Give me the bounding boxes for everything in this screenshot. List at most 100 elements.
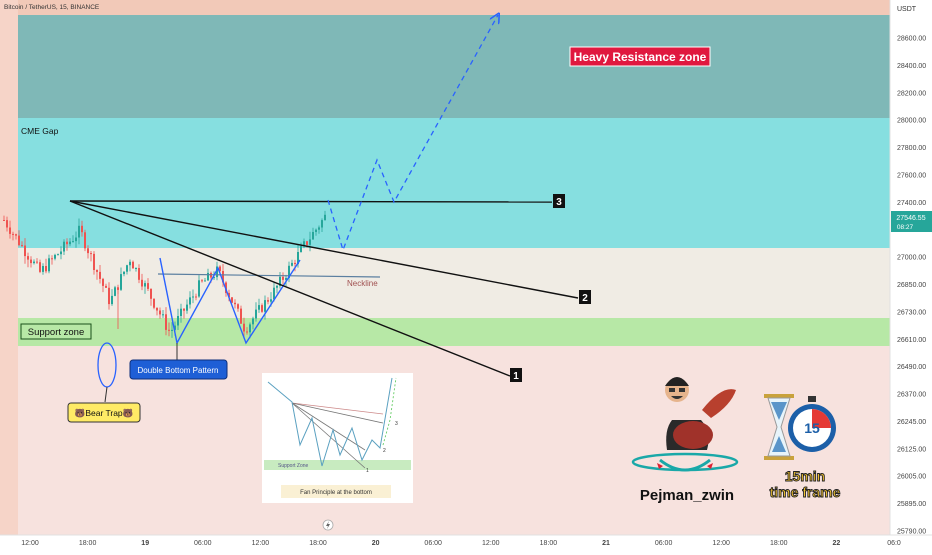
- candle-body: [294, 262, 296, 265]
- currency-label: USDT: [897, 6, 917, 13]
- candle-body: [108, 287, 110, 305]
- candle-body: [60, 251, 62, 255]
- candle-body: [144, 283, 146, 287]
- candle-body: [72, 241, 74, 243]
- inset-support-label: Support Zone: [278, 463, 309, 469]
- candlestick-series: [3, 210, 326, 339]
- candle-body: [204, 280, 206, 282]
- candle-body: [132, 261, 134, 269]
- candle-body: [99, 271, 101, 279]
- candle-body: [258, 305, 260, 310]
- candle-body: [282, 276, 284, 280]
- fan-line-3: [69, 200, 553, 203]
- candle-body: [135, 268, 137, 269]
- candle-body: [114, 287, 116, 296]
- fan-label-2: 2: [579, 290, 591, 304]
- candle-body: [138, 268, 140, 280]
- candle-body: [42, 266, 44, 272]
- candle-body: [195, 296, 197, 298]
- candle-body: [318, 227, 320, 230]
- candle-body: [303, 241, 305, 247]
- candle-body: [207, 272, 209, 281]
- price-tick: 26005.00: [897, 474, 926, 481]
- candle-body: [156, 307, 158, 311]
- candle-body: [306, 241, 308, 245]
- candle-body: [129, 261, 131, 266]
- time-axis: 12:00 18:00 19 06:00 12:00 18:00 20 06:00 12:00 1…: [0, 534, 932, 550]
- symbol-title: Bitcoin / TetherUS, 15, BINANCE: [4, 4, 100, 11]
- price-tick: 27600.00: [897, 172, 926, 179]
- candle-body: [228, 292, 230, 298]
- time-tick: 20: [372, 540, 380, 547]
- author-name: Pejman_zwin: [640, 487, 734, 504]
- time-tick: 12:00: [21, 540, 39, 547]
- candle-body: [30, 259, 32, 264]
- neckline-label: Neckline: [347, 279, 378, 288]
- price-tick: 26730.00: [897, 309, 926, 316]
- price-axis: USDT 28600.00 28400.00 28200.00 28000.00 278…: [889, 0, 932, 536]
- candle-body: [153, 298, 155, 308]
- svg-text:🐻Bear Trap🐻: 🐻Bear Trap🐻: [75, 408, 134, 418]
- candle-body: [96, 270, 98, 272]
- cme-gap-label: CME Gap: [21, 126, 59, 136]
- candle-body: [27, 256, 29, 260]
- fan-label-3: 3: [553, 194, 565, 208]
- candle-body: [93, 253, 95, 270]
- candle-body: [48, 258, 50, 272]
- candle-body: [150, 288, 152, 299]
- price-tick: 28200.00: [897, 90, 926, 97]
- support-zone: [18, 318, 890, 346]
- price-tick: 27400.00: [897, 200, 926, 207]
- candle-body: [246, 331, 248, 333]
- candle-body: [237, 304, 239, 309]
- candle-body: [222, 271, 224, 283]
- candle-body: [231, 297, 233, 303]
- candle-body: [213, 277, 215, 279]
- candle-body: [159, 310, 161, 315]
- candle-body: [21, 245, 23, 247]
- time-tick: 06:00: [655, 540, 673, 547]
- stopwatch-icon: 15: [788, 396, 836, 452]
- author-avatar: [631, 377, 739, 472]
- price-tick: 28400.00: [897, 63, 926, 70]
- candle-body: [78, 225, 80, 238]
- lightning-icon[interactable]: [322, 519, 334, 531]
- price-tick: 26850.00: [897, 282, 926, 289]
- support-zone-label: Support zone: [20, 323, 92, 340]
- bear-trap-label: 🐻Bear Trap🐻: [67, 402, 141, 423]
- candle-body: [309, 239, 311, 245]
- candle-body: [201, 280, 203, 282]
- price-tick: 27800.00: [897, 145, 926, 152]
- price-tick: 28000.00: [897, 118, 926, 125]
- cme-gap-zone: [18, 118, 890, 248]
- time-tick: 12:00: [482, 540, 500, 547]
- candle-body: [189, 297, 191, 305]
- heavy-resistance-label: Heavy Resistance zone: [569, 46, 711, 67]
- fan-principle-inset: Support Zone 3 2 1 Fan Principle at the …: [262, 373, 413, 503]
- candle-body: [183, 308, 185, 311]
- candle-body: [180, 308, 182, 316]
- time-tick: 06:00: [424, 540, 442, 547]
- price-tick: 26245.00: [897, 419, 926, 426]
- time-tick: 12:00: [712, 540, 730, 547]
- candle-body: [279, 276, 281, 286]
- candle-body: [171, 329, 173, 331]
- candle-body: [57, 254, 59, 256]
- candle-body: [165, 314, 167, 330]
- candle-body: [267, 300, 269, 302]
- price-tick: 26490.00: [897, 364, 926, 371]
- candle-body: [234, 302, 236, 305]
- time-tick: 19: [141, 540, 149, 547]
- time-tick: 22: [833, 540, 841, 547]
- candle-body: [87, 248, 89, 254]
- candle-body: [54, 254, 56, 259]
- price-tick: 25790.00: [897, 529, 926, 536]
- candle-body: [81, 225, 83, 233]
- current-price-badge: 27546.55 08:27: [891, 211, 932, 232]
- time-tick: 18:00: [309, 540, 327, 547]
- hourglass-icon: [764, 394, 794, 460]
- heavy-resistance-zone: [18, 15, 890, 118]
- candle-body: [90, 253, 92, 255]
